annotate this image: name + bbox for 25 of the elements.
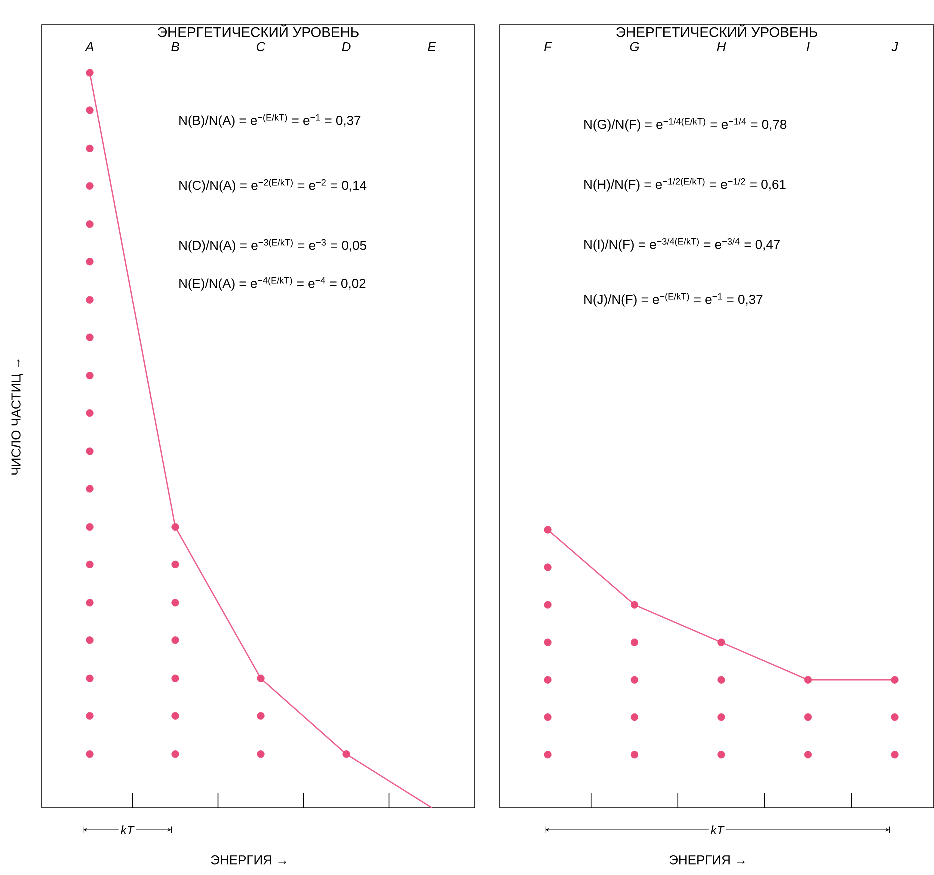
x-tick-label: G xyxy=(630,42,640,52)
text: N(J)/N(F) = e$^{−(E/kT)}$ = e$^{−1}$ = 0,37 xyxy=(584,293,763,307)
text: N(I)/N(F) = e$^{−3/4(E/kT)}$ = e$^{−3/4}$ = 0,47 xyxy=(584,238,780,252)
x-tick-label: J xyxy=(892,42,898,52)
annotation: N(B)/N(A) = e$^{−(E/kT)}$ = e$^{−1}$ = 0,37 xyxy=(180,114,361,128)
annotation: N(E)/N(A) = e$^{−4(E/kT)}$ = e$^{−4}$ = 0,02 xyxy=(180,277,366,291)
x-tick-label: H xyxy=(717,42,726,52)
x-tick-label: F xyxy=(544,42,553,52)
x-tick-label: I xyxy=(806,42,810,52)
text: N(G)/N(F) = e$^{−1/4(E/kT)}$ = e$^{−1/4}$ = 0,78 xyxy=(584,118,787,132)
annotation: N(C)/N(A) = e$^{−2(E/kT)}$ = e$^{−2}$ = 0,14 xyxy=(180,179,367,193)
chart-title: ЭНЕРГЕТИЧЕСКИЙ УРОВЕНЬ xyxy=(616,24,818,38)
y-axis-title: ЧИСЛО ЧАСТИЦ → xyxy=(12,360,24,475)
x-tick-label: C xyxy=(257,42,266,52)
annotation: N(D)/N(A) = e$^{−3(E/kT)}$ = e$^{−3}$ = 0,05 xyxy=(180,239,366,253)
x-axis-title: ЭНЕРГИЯ → xyxy=(670,856,745,865)
chart-title: ЭНЕРГЕТИЧЕСКИЙ УРОВЕНЬ xyxy=(158,24,359,38)
x-tick-label: D xyxy=(342,42,351,52)
x-tick-label: A xyxy=(85,42,94,52)
x-tick-label: E xyxy=(428,42,436,52)
x-axis-title: ЭНЕРГИЯ → xyxy=(211,856,286,865)
text: kT xyxy=(121,826,135,834)
text: N(H)/N(F) = e$^{−1/2(E/kT)}$ = e$^{−1/2}$ = 0,61 xyxy=(584,178,786,192)
x-tick-label: B xyxy=(172,42,180,52)
text: kT xyxy=(711,826,725,834)
